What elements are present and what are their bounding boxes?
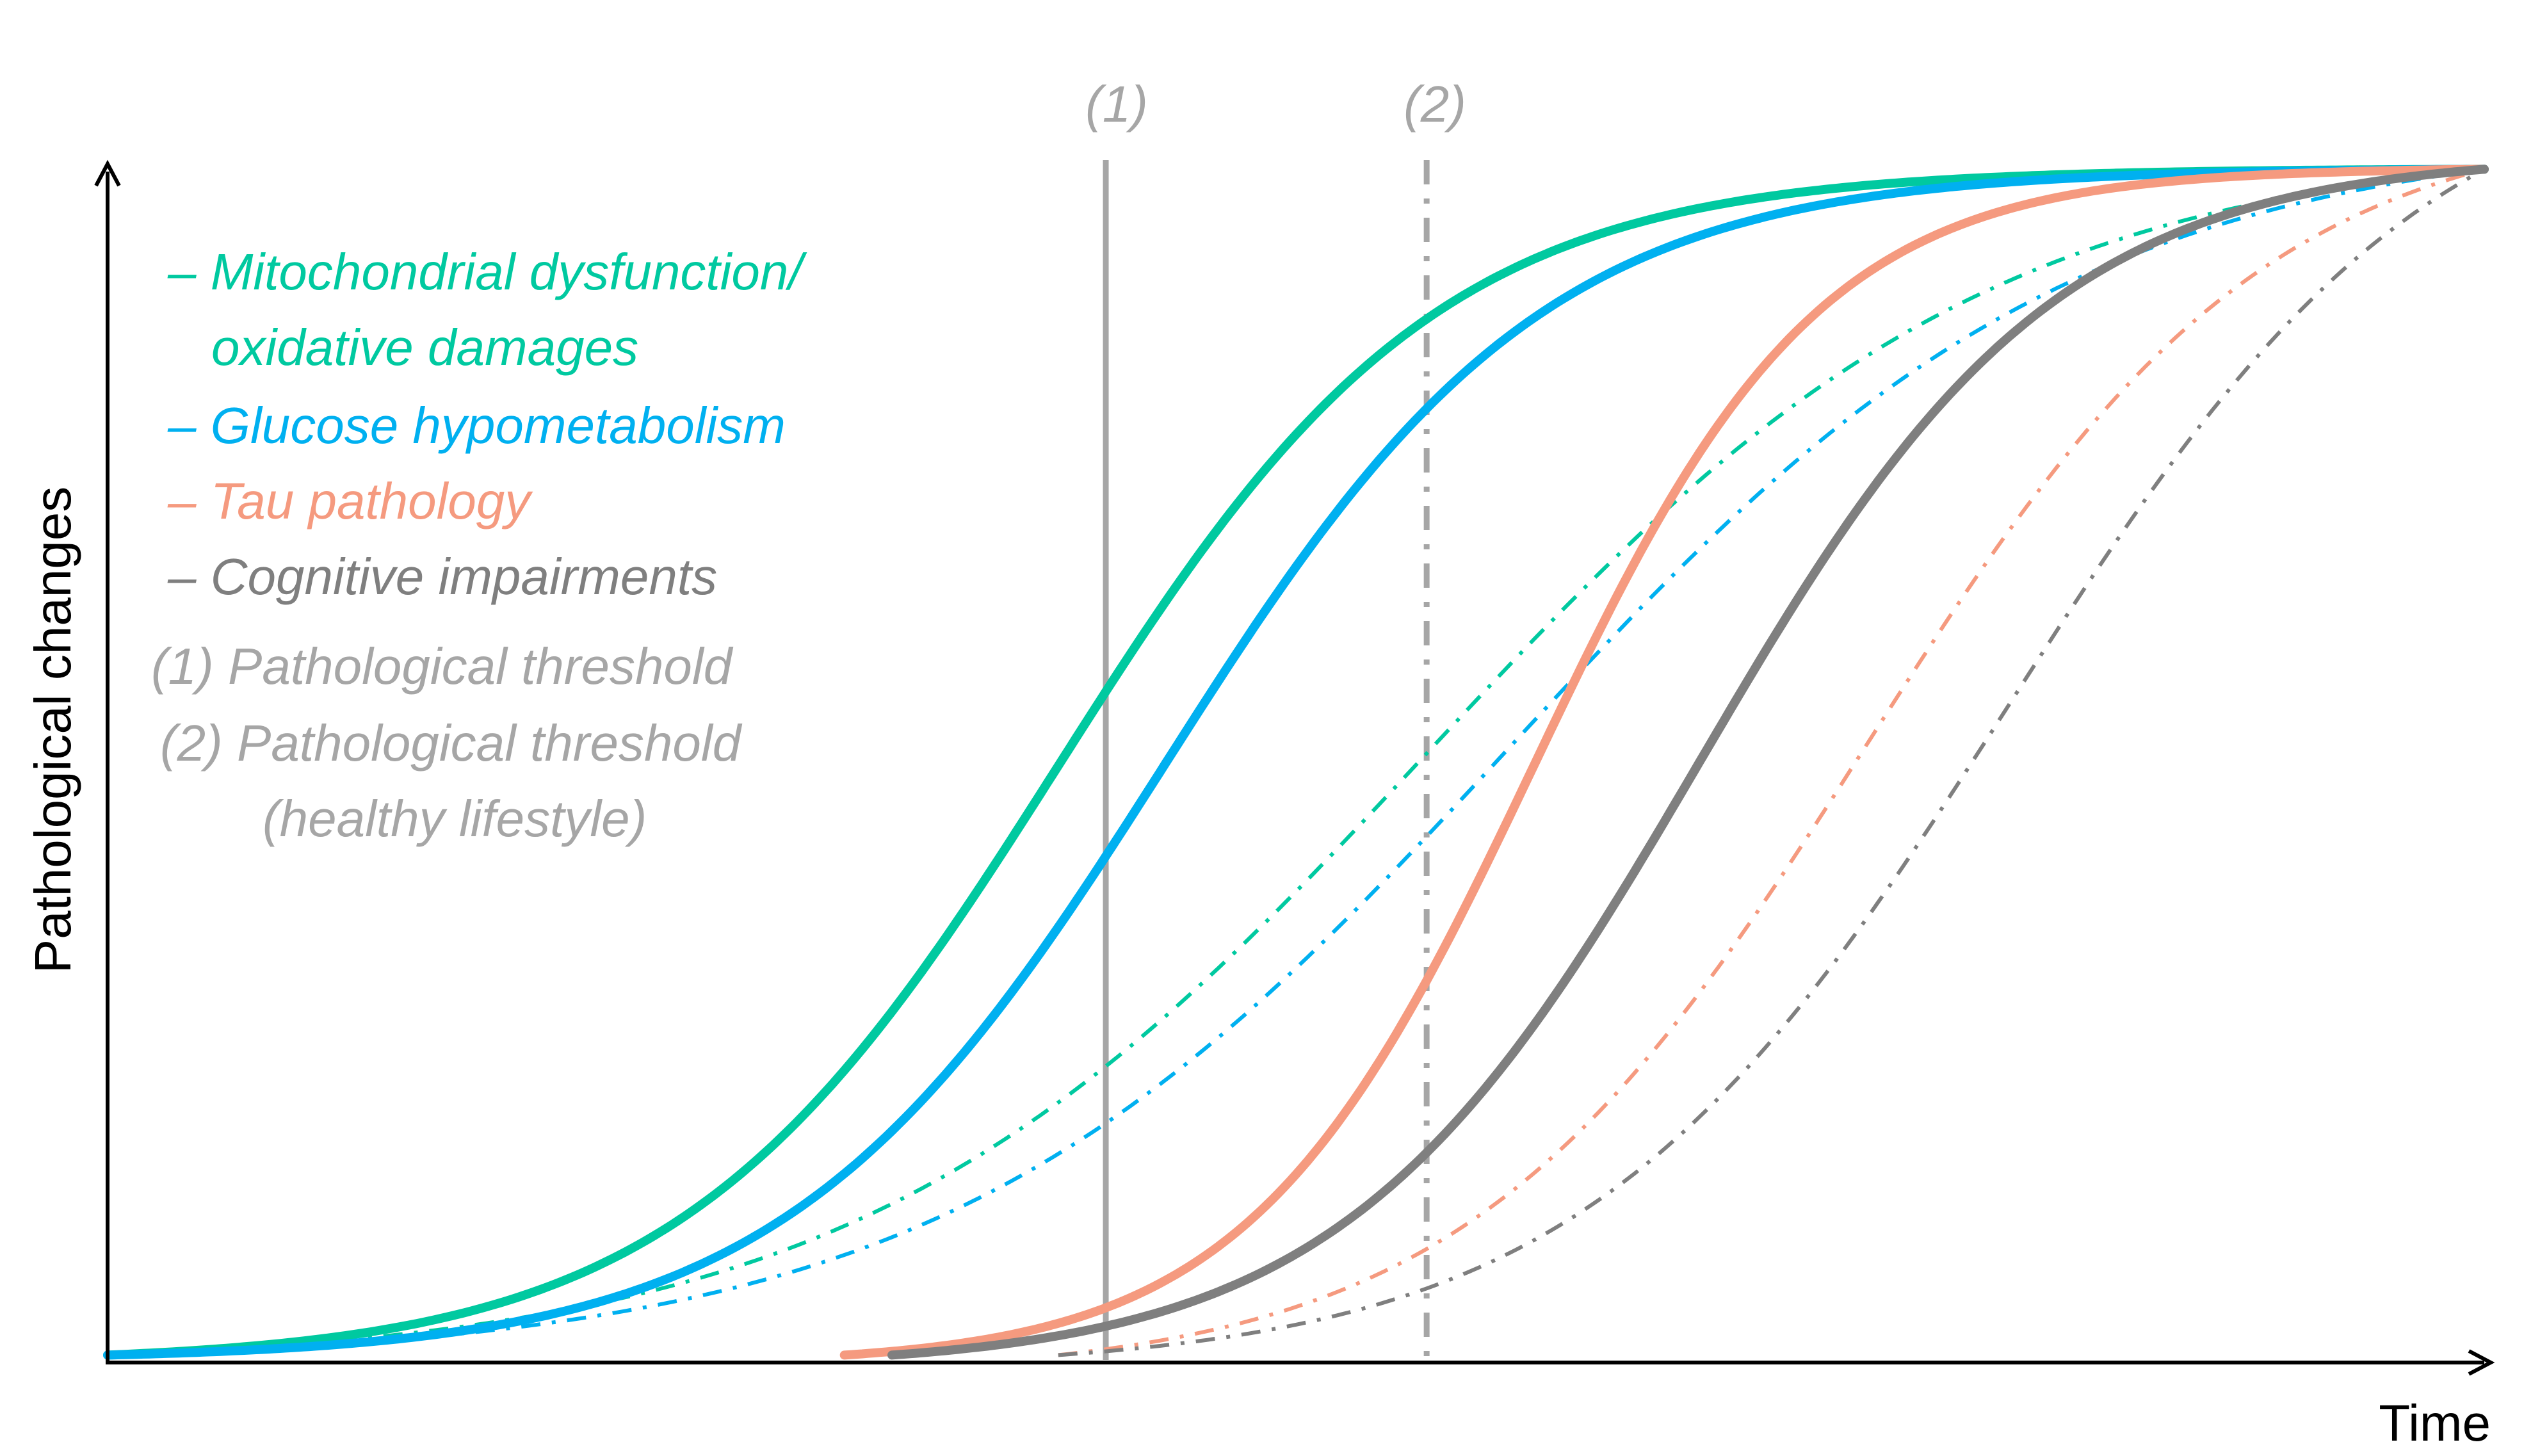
legend-item-threshold-1: (1) Pathological threshold [151, 638, 734, 695]
threshold-2-label: (2) [1404, 76, 1466, 133]
axes [94, 159, 2495, 1376]
legend-item-mitochondrial-line2: oxidative damages [211, 319, 638, 376]
series-line-glucose-hypometabolism-pathological [103, 165, 2489, 1360]
y-axis-label: Pathological changes [24, 487, 81, 974]
legend-item-glucose: – Glucose hypometabolism [167, 397, 786, 454]
series-line-cognitive-impairments-healthy-lifestyle [1058, 167, 2486, 1357]
legend-item-cognitive: – Cognitive impairments [167, 548, 717, 605]
legend: – Mitochondrial dysfunction/ oxidative d… [151, 243, 807, 847]
series-line-cognitive-impairments-pathological [887, 165, 2489, 1360]
x-axis-arrowhead [2468, 1349, 2495, 1376]
y-axis-arrowhead [94, 159, 121, 187]
legend-item-mitochondrial: – Mitochondrial dysfunction/ [167, 243, 807, 300]
series-line-tau-pathology-pathological [839, 165, 2489, 1360]
series-lines [103, 165, 2489, 1360]
legend-item-threshold-2-line2: (healthy lifestyle) [263, 790, 647, 847]
legend-item-threshold-2: (2) Pathological threshold [160, 715, 743, 772]
legend-item-tau: – Tau pathology [167, 473, 533, 530]
threshold-1-label: (1) [1085, 76, 1148, 133]
series-line-tau-pathology-healthy-lifestyle [1058, 167, 2485, 1357]
x-axis-label: Time [2379, 1395, 2491, 1452]
threshold-labels: (1) (2) [1085, 76, 1466, 133]
threshold-lines [1103, 160, 1430, 1360]
